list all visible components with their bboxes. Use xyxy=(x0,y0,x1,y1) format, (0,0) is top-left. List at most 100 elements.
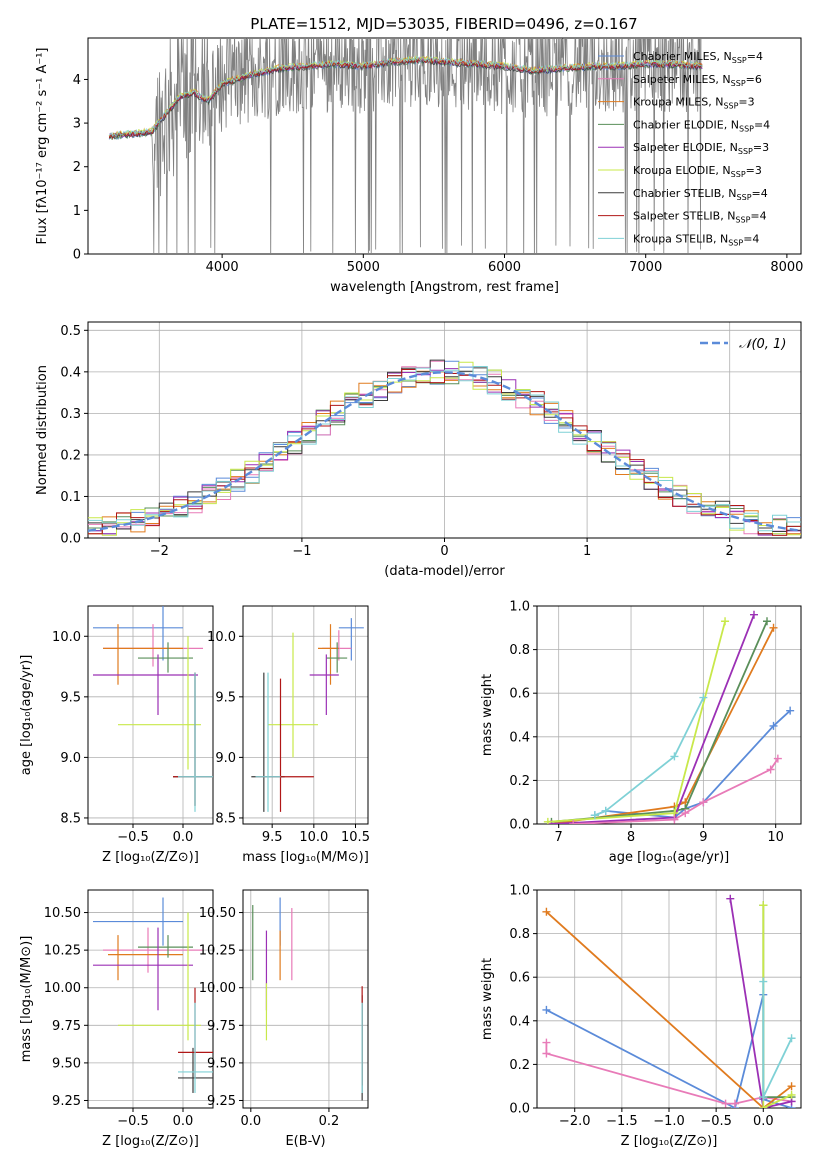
x-tick-label: 0.0 xyxy=(173,1114,194,1129)
x-tick-label: 9.5 xyxy=(262,830,283,845)
weight-point-marker xyxy=(542,1049,551,1058)
residual-histogram xyxy=(88,369,801,535)
x-tick-label: 9 xyxy=(699,830,707,845)
x-tick-label: 10 xyxy=(767,830,784,845)
y-tick-label: 9.50 xyxy=(52,1056,81,1071)
x-tick-label: −0.5 xyxy=(117,830,149,845)
y-tick-label: 0.5 xyxy=(60,324,81,339)
y-tick-label: 9.75 xyxy=(52,1019,81,1034)
x-axis-label: wavelength [Angstrom, rest frame] xyxy=(330,280,559,295)
x-tick-label: 6000 xyxy=(488,260,521,275)
panel-residuals: −2 −1 0 1 2 0.0 0.1 0.2 0.3 0.4 0.5 (data-model)/er… xyxy=(35,321,802,579)
figure-title: PLATE=1512, MJD=53035, FIBERID=0496, z=0… xyxy=(250,15,637,33)
x-axis-label: age [log₁₀(age/yr)] xyxy=(609,850,730,865)
y-axis-label: age [log₁₀(age/yr)] xyxy=(19,655,34,776)
legend: 𝒩(0, 1) xyxy=(700,337,786,352)
y-tick-label: 9.50 xyxy=(207,1056,236,1071)
legend-entry: Kroupa ELODIE, NSSP=3 xyxy=(633,164,762,179)
weight-point-marker xyxy=(699,798,708,807)
y-tick-label: 0.1 xyxy=(60,490,81,505)
y-tick-label: 0.0 xyxy=(509,818,530,833)
weight-point-marker xyxy=(786,706,795,715)
x-axis-label: Z [log₁₀(Z/Z⊙)] xyxy=(102,850,199,865)
y-tick-label: 1.0 xyxy=(509,884,530,899)
y-tick-label: 9.25 xyxy=(52,1094,81,1109)
x-tick-label: 5000 xyxy=(347,260,380,275)
x-tick-label: −1.0 xyxy=(653,1114,685,1129)
observed-spectrum-line xyxy=(108,38,702,254)
x-tick-label: 8 xyxy=(627,830,635,845)
panel-age-vs-mass: 9.5 10.0 10.5 8.5 9.0 9.5 10.0 mass [log₁₀(M/M⊙… xyxy=(207,605,370,865)
weight-point-marker xyxy=(569,820,578,824)
weight-point-marker xyxy=(721,1099,730,1108)
weight-point-marker xyxy=(726,894,735,903)
hist-lines xyxy=(88,359,801,536)
x-axis-label: (data-model)/error xyxy=(384,564,505,579)
panel-mass-vs-Z: −0.5 0.0 9.25 9.50 9.75 10.00 10.25 10.50 Z [log… xyxy=(19,889,214,1149)
y-tick-label: 1 xyxy=(73,204,81,219)
y-tick-label: 0.0 xyxy=(509,1102,530,1117)
weight-point-marker xyxy=(759,901,768,910)
axes-frame xyxy=(87,889,214,1109)
x-tick-label: −2 xyxy=(150,544,169,559)
legend-entry: Salpeter MILES, NSSP=6 xyxy=(633,73,762,88)
panel-age-vs-Z: −0.5 0.0 8.5 9.0 9.5 10.0 Z [log₁₀(Z/Z⊙)] age [… xyxy=(19,605,214,865)
x-tick-label: 7000 xyxy=(629,260,662,275)
weight-point-marker xyxy=(543,817,552,824)
x-tick-label: −0.5 xyxy=(700,1114,732,1129)
weight-series-line xyxy=(594,709,791,819)
y-axis-label: Flux [fλ10⁻¹⁷ erg cm⁻² s⁻¹ A⁻¹] xyxy=(35,48,50,245)
axes-frame xyxy=(242,889,369,1109)
x-tick-label: 4000 xyxy=(206,260,239,275)
weight-point-marker xyxy=(749,610,758,619)
legend-entry: Kroupa MILES, NSSP=3 xyxy=(633,96,755,111)
x-tick-label: 7 xyxy=(555,830,563,845)
weight-series-line xyxy=(573,758,779,824)
weight-point-marker xyxy=(787,1082,796,1091)
weight-point-marker xyxy=(769,623,778,632)
weight-series-line xyxy=(547,621,726,823)
y-tick-label: 0.8 xyxy=(509,927,530,942)
x-tick-label: −0.5 xyxy=(117,1114,149,1129)
y-tick-label: 0.2 xyxy=(509,774,530,789)
y-tick-label: 0.3 xyxy=(60,407,81,422)
y-tick-label: 9.75 xyxy=(207,1019,236,1034)
legend-entry: Salpeter STELIB, NSSP=4 xyxy=(633,210,767,225)
y-tick-label: 0.6 xyxy=(509,687,530,702)
x-axis-label: E(B-V) xyxy=(285,1134,325,1149)
weight-point-marker xyxy=(681,809,690,818)
axes-frame xyxy=(87,37,802,255)
x-tick-label: 10.5 xyxy=(341,830,370,845)
y-axis-label: mass weight xyxy=(480,674,495,756)
weight-point-marker xyxy=(787,1090,796,1099)
axes-frame xyxy=(242,605,369,825)
gaussian-curve xyxy=(88,371,801,532)
legend-entry: Chabrier STELIB, NSSP=4 xyxy=(633,187,768,202)
weight-point-marker xyxy=(773,754,782,763)
y-tick-label: 10.0 xyxy=(207,630,236,645)
weight-series-line xyxy=(762,981,793,1098)
axes-frame xyxy=(87,605,214,825)
x-tick-label: −1 xyxy=(292,544,311,559)
x-tick-label: 0.0 xyxy=(240,1114,261,1129)
weight-point-marker xyxy=(670,752,679,761)
x-tick-label: 10.0 xyxy=(299,830,328,845)
weight-point-marker xyxy=(542,1005,551,1014)
y-tick-label: 9.5 xyxy=(60,690,81,705)
weight-point-marker xyxy=(601,806,610,815)
x-axis-label: Z [log₁₀(Z/Z⊙)] xyxy=(621,1134,718,1149)
y-tick-label: 8.5 xyxy=(215,811,236,826)
y-tick-label: 0.2 xyxy=(60,448,81,463)
legend-entry: Chabrier ELODIE, NSSP=4 xyxy=(633,118,770,133)
weight-series-line xyxy=(551,620,768,823)
y-axis-label: mass [log₁₀(M/M⊙)] xyxy=(19,936,34,1063)
weight-point-marker xyxy=(670,815,679,824)
weight-point-marker xyxy=(721,617,730,626)
spectrum-lines xyxy=(108,38,703,254)
x-tick-label: 0.0 xyxy=(753,1114,774,1129)
x-tick-label: −2.0 xyxy=(559,1114,591,1129)
y-tick-label: 9.0 xyxy=(60,751,81,766)
panel-spectrum: 4000 5000 6000 7000 8000 0 1 2 3 4 wavelength [Ang… xyxy=(35,37,803,295)
legend-entry: Kroupa STELIB, NSSP=4 xyxy=(633,232,759,247)
